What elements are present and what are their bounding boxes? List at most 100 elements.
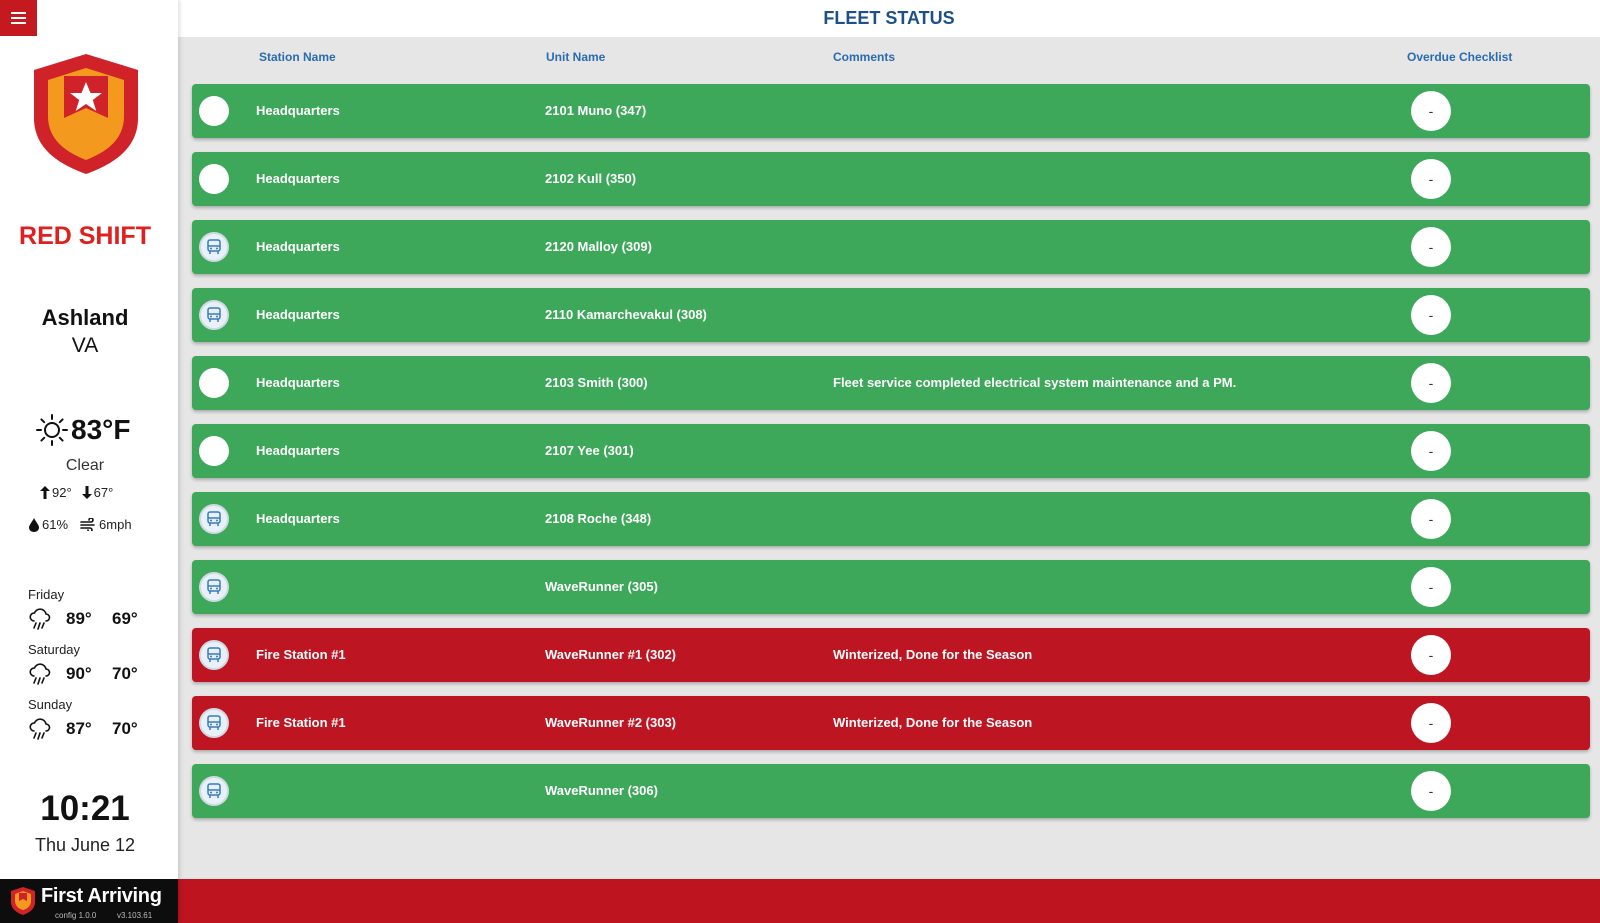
fleet-row[interactable]: Headquarters 2120 Malloy (309) - [192,220,1590,274]
overdue-checklist-button[interactable]: - [1411,431,1451,471]
weather-condition: Clear [65,457,105,474]
comment: Fleet service completed electrical syste… [833,375,1237,390]
hamburger-menu-icon[interactable] [0,0,37,36]
current-temperature: 83°F [71,414,131,445]
fleet-row[interactable]: WaveRunner (305) - [192,560,1590,614]
unit-name: 2107 Yee (301) [545,443,634,458]
unit-name: 2103 Smith (300) [545,375,648,390]
overdue-checklist-button[interactable]: - [1411,635,1451,675]
column-header-overdue-checklist: Overdue Checklist [1407,50,1513,64]
forecast-day-name: Sunday [28,697,73,712]
status-indicator [199,164,229,194]
forecast-day: Sunday 87° 70° [28,697,158,752]
unit-name: 2110 Kamarchevakul (308) [545,307,707,322]
column-header-unit: Unit Name [546,50,606,64]
unit-name: 2108 Roche (348) [545,511,652,526]
clock-date: Thu June 12 [34,835,136,855]
station-name: Headquarters [256,307,340,322]
high-temp: 92° [52,485,72,500]
brand-version: v3.103.61 [117,911,153,920]
comment: Winterized, Done for the Season [833,647,1033,662]
overdue-checklist-button[interactable]: - [1411,499,1451,539]
sidebar: RED SHIFT Ashland VA 83°F Clear 92° 67° … [0,0,178,923]
arrow-down-icon [81,486,92,499]
fleet-row[interactable]: Headquarters 2101 Muno (347) - [192,84,1590,138]
clock-time: 10:21 [40,789,130,828]
high-low: 92° 67° [40,485,113,500]
station-name: Headquarters [256,375,340,390]
vehicle-icon [207,579,221,594]
top-bar: FLEET STATUS [178,0,1600,37]
overdue-checklist-button[interactable]: - [1411,363,1451,403]
vehicle-status-icon [199,776,229,806]
status-indicator [199,96,229,126]
overdue-checklist-button[interactable]: - [1411,771,1451,811]
station-name: Headquarters [256,511,340,526]
station-name: Headquarters [256,443,340,458]
sun-icon [36,414,68,446]
overdue-checklist-button[interactable]: - [1411,567,1451,607]
station-name: Headquarters [256,239,340,254]
wind-icon [80,518,95,531]
arrow-up-icon [40,486,50,499]
forecast-day-name: Saturday [28,642,81,657]
shield-logo-icon [34,54,138,174]
forecast-high: 90° [66,664,92,683]
vehicle-icon [207,715,221,730]
overdue-checklist-button[interactable]: - [1411,159,1451,199]
fleet-row[interactable]: Fire Station #1 WaveRunner #1 (302) Winter… [192,628,1590,682]
current-weather: 83°F [35,413,130,447]
fleet-row[interactable]: Headquarters 2102 Kull (350) - [192,152,1590,206]
vehicle-status-icon [199,572,229,602]
overdue-checklist-button[interactable]: - [1411,295,1451,335]
unit-name: WaveRunner #1 (302) [545,647,677,662]
footer-bar [178,879,1600,923]
station-name: Fire Station #1 [256,715,346,730]
vehicle-icon [207,239,221,254]
humidity-value: 61% [42,517,69,532]
city-name: Ashland [41,305,129,330]
low-temp: 67° [93,485,114,500]
column-header-station: Station Name [259,50,336,64]
unit-name: WaveRunner (305) [545,579,658,594]
page-title: FLEET STATUS [823,8,955,28]
overdue-checklist-button[interactable]: - [1411,703,1451,743]
forecast-day: Friday 89° 69° [28,587,158,642]
forecast-high: 89° [66,609,92,628]
shift-name: RED SHIFT [19,222,151,250]
fleet-row[interactable]: Fire Station #1 WaveRunner #2 (303) Winter… [192,696,1590,750]
vehicle-status-icon [199,300,229,330]
wind-value: 6mph [99,517,132,532]
vehicle-icon [207,647,221,662]
vehicle-status-icon [199,708,229,738]
fleet-row[interactable]: Headquarters 2108 Roche (348) - [192,492,1590,546]
forecast-low: 70° [112,719,138,738]
forecast: Friday 89° 69° Saturday 90° 70° Sunday 8… [28,587,158,752]
vehicle-status-icon [199,504,229,534]
vehicle-icon [207,783,221,798]
droplet-icon [29,517,39,532]
fleet-row[interactable]: Headquarters 2103 Smith (300) Fleet servic… [192,356,1590,410]
fleet-row[interactable]: Headquarters 2107 Yee (301) - [192,424,1590,478]
vehicle-status-icon [199,232,229,262]
rain-cloud-icon [29,608,51,630]
station-name: Headquarters [256,171,340,186]
status-indicator [199,436,229,466]
forecast-day-name: Friday [28,587,65,602]
vehicle-status-icon [199,640,229,670]
status-indicator [199,368,229,398]
state-name: VA [71,334,99,357]
fleet-row[interactable]: WaveRunner (306) - [192,764,1590,818]
vehicle-icon [207,511,221,526]
overdue-checklist-button[interactable]: - [1411,227,1451,267]
comment: Winterized, Done for the Season [833,715,1033,730]
humidity-wind: 61% 6mph [29,517,132,532]
overdue-checklist-button[interactable]: - [1411,91,1451,131]
forecast-high: 87° [66,719,92,738]
forecast-day: Saturday 90° 70° [28,642,158,697]
station-name: Headquarters [256,103,340,118]
unit-name: WaveRunner #2 (303) [545,715,677,730]
unit-name: WaveRunner (306) [545,783,658,798]
fleet-row[interactable]: Headquarters 2110 Kamarchevakul (308) - [192,288,1590,342]
brand-footer: First Arriving config 1.0.0 v3.103.61 [0,879,178,923]
